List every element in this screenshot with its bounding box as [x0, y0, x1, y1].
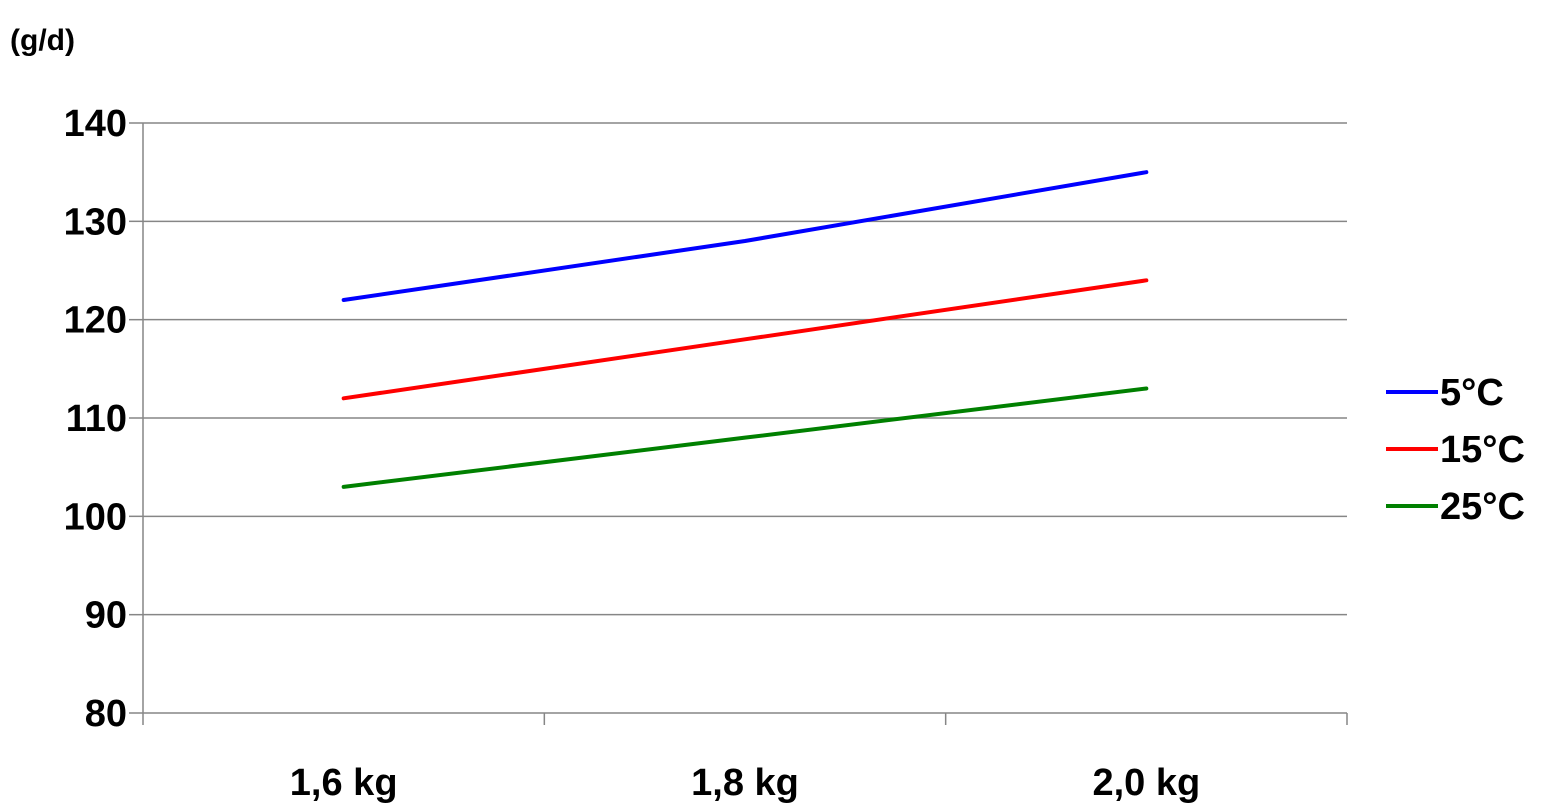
axes	[129, 123, 1347, 725]
legend-label: 5°C	[1440, 372, 1504, 414]
legend-label: 15°C	[1440, 429, 1525, 471]
y-tick-label: 90	[85, 595, 127, 637]
y-tick-label: 120	[64, 300, 127, 342]
y-tick-labels: 80 90 100 110 120 130 140	[64, 103, 127, 735]
y-axis-unit-label: (g/d)	[10, 24, 75, 57]
x-tick-label: 1,8 kg	[691, 762, 799, 804]
x-tick-labels: 1,6 kg 1,8 kg 2,0 kg	[290, 762, 1200, 804]
series-line	[344, 172, 1147, 300]
series-line	[344, 280, 1147, 398]
y-tick-label: 100	[64, 496, 127, 538]
x-tick-label: 1,6 kg	[290, 762, 398, 804]
y-tick-label: 130	[64, 201, 127, 243]
series-line	[344, 389, 1147, 487]
legend-label: 25°C	[1440, 486, 1525, 528]
series-lines	[344, 172, 1147, 487]
y-tick-label: 80	[85, 693, 127, 735]
x-tick-label: 2,0 kg	[1092, 762, 1200, 804]
legend: 5°C 15°C 25°C	[1386, 372, 1525, 528]
y-tick-label: 140	[64, 103, 127, 145]
y-tick-label: 110	[66, 398, 127, 440]
gridlines	[143, 123, 1347, 615]
